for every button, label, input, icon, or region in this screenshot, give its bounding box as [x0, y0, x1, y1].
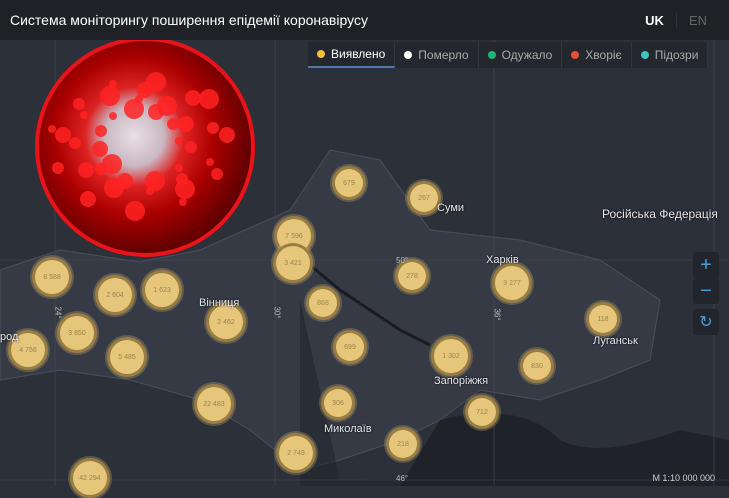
virus-spike [199, 88, 220, 109]
red-dot-icon [571, 51, 580, 59]
case-cluster-marker[interactable]: 868 [306, 286, 340, 320]
city-label: род [0, 331, 19, 343]
case-cluster-marker[interactable]: 3 421 [273, 243, 313, 283]
virus-spike [80, 190, 97, 207]
city-label: Суми [437, 202, 465, 214]
case-cluster-marker[interactable]: 1 623 [142, 270, 182, 310]
virus-spike [94, 125, 107, 138]
virus-spike [92, 141, 109, 158]
virus-spike [72, 97, 85, 110]
latitude-label: 50° [396, 256, 409, 265]
virus-spike [55, 127, 72, 144]
virus-spike [124, 201, 145, 222]
virus-spike [178, 115, 195, 132]
city-label: Миколаїв [324, 423, 372, 435]
case-cluster-marker[interactable]: 699 [333, 330, 367, 364]
zoom-in-button[interactable]: + [693, 252, 719, 278]
case-cluster-marker[interactable]: 8 588 [32, 257, 72, 297]
virus-spike [78, 162, 95, 179]
virus-spike [184, 140, 197, 153]
case-cluster-marker[interactable]: 2 749 [276, 433, 316, 473]
country-label: Російська Федерація [602, 207, 718, 221]
case-cluster-marker[interactable]: 2 462 [206, 302, 246, 342]
virus-spike [144, 170, 165, 191]
case-cluster-marker[interactable]: 3 277 [492, 263, 532, 303]
tab-label: Хворіє [585, 48, 622, 62]
case-cluster-marker[interactable]: 5 485 [107, 337, 147, 377]
status-tabs: Виявлено Померло Одужало Хворіє Підозри [308, 42, 709, 68]
case-cluster-marker[interactable]: 3 850 [57, 313, 97, 353]
city-label: Запоріжжя [434, 375, 489, 387]
white-dot-icon [404, 51, 413, 59]
tab-label: Одужало [501, 48, 553, 62]
case-cluster-marker[interactable]: 2 604 [95, 275, 135, 315]
city-label: Харків [486, 254, 519, 266]
tab-label: Підозри [654, 48, 699, 62]
teal-dot-icon [640, 51, 649, 59]
case-cluster-marker[interactable]: 4 756 [8, 330, 48, 370]
virus-spike [101, 154, 122, 175]
case-cluster-marker[interactable]: 679 [332, 166, 366, 200]
virus-spike [109, 79, 118, 88]
coronavirus-image [35, 37, 255, 257]
case-cluster-marker[interactable]: 830 [520, 349, 554, 383]
app-title: Система моніторингу поширення епідемії к… [10, 12, 368, 28]
longitude-label: 24° [53, 306, 63, 319]
virus-spike [175, 137, 183, 145]
virus-spike [135, 95, 144, 104]
tab-label: Виявлено [331, 47, 386, 61]
map-scale: M 1:10 000 000 [652, 473, 715, 483]
case-cluster-marker[interactable]: 22 483 [194, 384, 234, 424]
virus-spike [99, 85, 120, 106]
virus-spike [51, 161, 64, 174]
virus-spike [210, 167, 223, 180]
virus-spike [178, 198, 187, 207]
green-dot-icon [487, 51, 496, 59]
tab-recovered[interactable]: Одужало [479, 42, 563, 68]
case-cluster-marker[interactable]: 42 294 [70, 458, 110, 498]
virus-spike [206, 157, 215, 166]
virus-spike [157, 96, 178, 117]
case-cluster-marker[interactable]: 712 [465, 395, 499, 429]
virus-spike [79, 111, 88, 120]
tab-suspected[interactable]: Підозри [632, 42, 709, 68]
virus-spike [175, 172, 188, 185]
reset-view-button[interactable]: ↻ [693, 309, 719, 335]
virus-spike [69, 137, 82, 150]
virus-spike [104, 178, 125, 199]
virus-spike [207, 121, 220, 134]
longitude-label: 30° [272, 306, 282, 319]
tab-died[interactable]: Померло [395, 42, 479, 68]
case-cluster-marker[interactable]: 278 [395, 259, 429, 293]
virus-spike [166, 117, 179, 130]
virus-spike [48, 124, 57, 133]
virus-spike [145, 187, 154, 196]
lang-en-button[interactable]: EN [675, 12, 719, 28]
case-cluster-marker[interactable]: 306 [321, 386, 355, 420]
tab-label: Померло [418, 48, 469, 62]
lang-uk-button[interactable]: UK [645, 12, 664, 28]
virus-spike [145, 71, 166, 92]
case-cluster-marker[interactable]: 267 [407, 181, 441, 215]
case-cluster-marker[interactable]: 1 302 [431, 336, 471, 376]
virus-spike [184, 90, 201, 107]
virus-spike [174, 163, 183, 172]
city-label: Вінниця [199, 297, 240, 309]
virus-spike [123, 99, 144, 120]
tab-sick[interactable]: Хворіє [562, 42, 632, 68]
city-label: Луганськ [593, 335, 638, 347]
case-cluster-marker[interactable]: 218 [386, 427, 420, 461]
yellow-dot-icon [317, 50, 325, 58]
zoom-out-button[interactable]: − [693, 278, 719, 304]
app-header: Система моніторингу поширення епідемії к… [0, 0, 729, 40]
latitude-label: 46° [396, 474, 409, 483]
tab-detected[interactable]: Виявлено [308, 42, 396, 68]
longitude-label: 36° [492, 308, 502, 321]
case-cluster-marker[interactable]: 118 [586, 302, 620, 336]
virus-spike [109, 112, 118, 121]
virus-spike [218, 127, 235, 144]
